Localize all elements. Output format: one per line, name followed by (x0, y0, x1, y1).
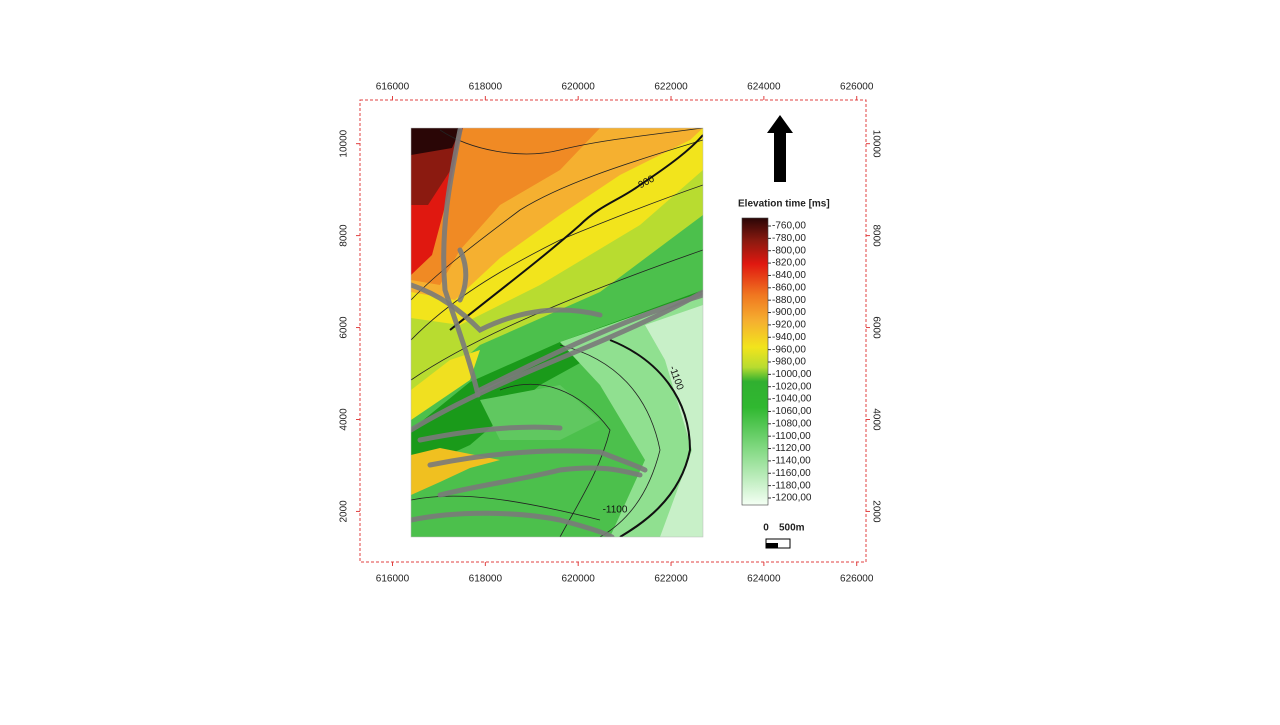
contour-surface (411, 128, 703, 537)
colorbar-label: -760,00 (772, 221, 806, 232)
colorbar-label: -1120,00 (772, 443, 811, 454)
colorbar-label: -1000,00 (772, 369, 812, 380)
y-tick-label: 4000 (870, 408, 881, 431)
x-tick-label: 618000 (469, 574, 503, 585)
x-tick-label: 620000 (561, 82, 595, 93)
y-tick-label: 2000 (870, 500, 881, 523)
colorbar-label: -1040,00 (772, 394, 812, 405)
y-tick-label: 10000 (339, 129, 350, 157)
y-tick-label: 6000 (870, 316, 881, 339)
colorbar-label: -940,00 (772, 332, 806, 343)
colorbar-label: -1020,00 (772, 381, 812, 392)
x-tick-label: 626000 (840, 574, 874, 585)
x-tick-label: 624000 (747, 574, 781, 585)
colorbar-label: -900,00 (772, 307, 806, 318)
colorbar-label: -1060,00 (772, 406, 812, 417)
colorbar-label: -800,00 (772, 245, 806, 256)
y-tick-label: 8000 (870, 224, 881, 247)
x-tick-label: 616000 (376, 574, 410, 585)
x-tick-label: 622000 (654, 574, 688, 585)
y-tick-label: 2000 (339, 500, 350, 523)
x-tick-label: 616000 (376, 82, 410, 93)
contour-label: -1100 (603, 505, 628, 516)
colorbar-label: -960,00 (772, 344, 806, 355)
x-tick-label: 620000 (561, 574, 595, 585)
scale-bar-fill (766, 543, 778, 548)
y-tick-label: 10000 (870, 130, 881, 158)
colorbar-label: -1100,00 (772, 431, 811, 442)
scale-label: 0 (763, 523, 769, 534)
colorbar-label: -1160,00 (772, 468, 811, 479)
x-tick-label: 624000 (747, 82, 781, 93)
colorbar-label: -840,00 (772, 270, 806, 281)
colorbar-title: Elevation time [ms] (738, 199, 830, 210)
x-tick-label: 626000 (840, 82, 874, 93)
colorbar-label: -1180,00 (772, 480, 811, 491)
colorbar-label: -1080,00 (772, 418, 812, 429)
y-tick-label: 8000 (339, 224, 350, 247)
colorbar-label: -860,00 (772, 282, 806, 293)
x-tick-label: 618000 (469, 82, 503, 93)
scale-label: 500m (779, 523, 805, 534)
colorbar (741, 217, 769, 506)
y-tick-label: 4000 (339, 408, 350, 431)
colorbar-label: -780,00 (772, 233, 806, 244)
north-arrow (767, 115, 793, 182)
colorbar-label: -920,00 (772, 320, 806, 331)
colorbar-label: -1140,00 (772, 456, 811, 467)
colorbar-label: -980,00 (772, 357, 806, 368)
x-tick-label: 622000 (654, 82, 688, 93)
colorbar-label: -880,00 (772, 295, 806, 306)
colorbar-label: -1200,00 (772, 493, 812, 504)
y-tick-label: 6000 (339, 316, 350, 339)
colorbar-label: -820,00 (772, 258, 806, 269)
